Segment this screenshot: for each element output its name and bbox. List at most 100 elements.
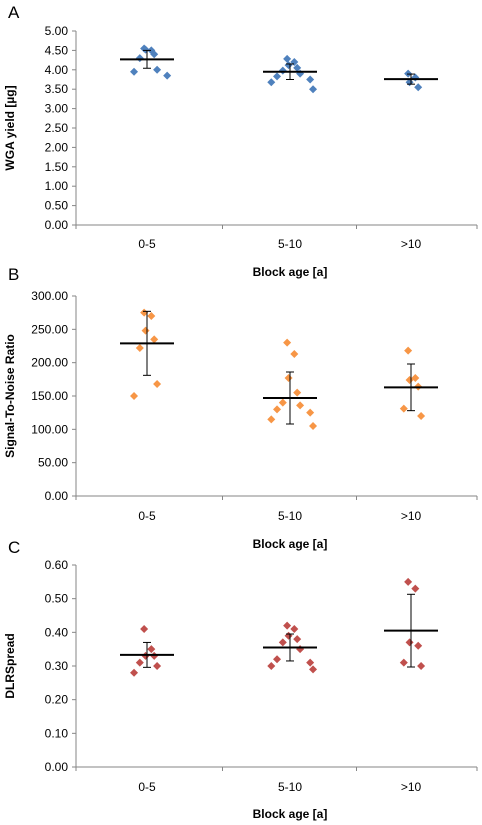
panel-letter: A xyxy=(8,3,20,22)
data-point xyxy=(405,376,414,384)
data-point xyxy=(278,398,287,407)
data-point xyxy=(284,374,293,382)
data-point xyxy=(273,72,282,81)
y-axis-title: WGA yield [µg] xyxy=(3,85,17,170)
y-tick-label: 1.00 xyxy=(45,179,69,193)
panel-letter: C xyxy=(8,538,20,557)
data-point xyxy=(267,415,276,424)
x-axis-title: Block age [a] xyxy=(253,537,328,551)
data-point xyxy=(147,645,156,654)
data-point xyxy=(306,408,315,417)
data-point xyxy=(140,308,149,317)
data-point xyxy=(278,66,287,75)
y-tick-label: 0.50 xyxy=(45,592,69,606)
data-point xyxy=(296,645,305,654)
data-point xyxy=(417,412,426,420)
data-point xyxy=(141,651,150,660)
y-tick-label: 3.00 xyxy=(45,102,69,116)
data-point xyxy=(135,658,144,667)
data-point xyxy=(283,621,292,630)
y-axis-title: Signal-To-Noise Ratio xyxy=(3,334,17,458)
data-point xyxy=(147,312,156,320)
data-point xyxy=(150,50,159,59)
data-point xyxy=(141,326,150,335)
y-tick-label: 0.20 xyxy=(45,693,69,707)
data-point xyxy=(283,54,292,63)
data-point xyxy=(399,658,408,667)
data-point xyxy=(405,638,414,647)
data-point xyxy=(141,45,150,54)
y-tick-label: 2.00 xyxy=(45,140,69,154)
data-point xyxy=(414,641,423,650)
y-tick-label: 4.50 xyxy=(45,43,69,57)
data-point xyxy=(135,54,144,63)
data-point xyxy=(309,85,318,94)
data-point xyxy=(153,380,162,388)
y-tick-label: 0.50 xyxy=(45,199,69,213)
data-point xyxy=(411,584,420,593)
data-point xyxy=(404,577,413,586)
y-tick-label: 0.00 xyxy=(45,489,69,503)
x-tick-label: 0-5 xyxy=(138,509,156,523)
data-point xyxy=(284,61,293,70)
data-point xyxy=(296,401,305,410)
data-point xyxy=(153,662,162,670)
data-point xyxy=(306,75,315,84)
data-point xyxy=(267,78,276,87)
data-point xyxy=(150,335,159,344)
data-point xyxy=(293,63,302,72)
data-point xyxy=(284,631,293,640)
x-tick-label: >10 xyxy=(401,237,422,251)
x-tick-label: 5-10 xyxy=(278,237,302,251)
y-tick-label: 0.10 xyxy=(45,726,69,740)
data-point xyxy=(130,67,139,76)
y-tick-label: 3.50 xyxy=(45,82,69,96)
y-tick-label: 50.00 xyxy=(38,456,68,470)
data-point xyxy=(283,338,292,347)
y-tick-label: 100.00 xyxy=(31,422,68,436)
data-point xyxy=(135,344,144,352)
data-point xyxy=(414,83,423,92)
data-point xyxy=(293,388,302,397)
data-point xyxy=(130,668,139,677)
y-tick-label: 250.00 xyxy=(31,322,68,336)
data-point xyxy=(278,638,287,647)
data-point xyxy=(411,73,420,82)
data-point xyxy=(130,392,139,400)
y-tick-label: 0.60 xyxy=(45,558,69,572)
chart-panel-a: A 0.00 0.50 1.00 1.50 2.00 2.50 3.00 3.50 4.00 4.5… xyxy=(3,3,478,279)
y-tick-label: 4.00 xyxy=(45,63,69,77)
data-point xyxy=(153,65,162,74)
y-tick-label: 0.00 xyxy=(45,760,69,774)
chart-panel-b: B 0.00 50.00 100.00 150.00 200.00 250.00 300.00… xyxy=(3,265,478,551)
x-tick-label: 0-5 xyxy=(138,780,156,794)
x-tick-label: >10 xyxy=(401,509,422,523)
data-point xyxy=(399,404,408,413)
y-tick-label: 150.00 xyxy=(31,389,68,403)
data-point xyxy=(417,662,426,670)
data-point xyxy=(273,655,282,664)
x-axis-title: Block age [a] xyxy=(253,807,328,821)
panel-letter: B xyxy=(8,265,19,284)
data-point xyxy=(306,658,315,667)
data-point xyxy=(150,651,159,660)
data-point xyxy=(140,624,149,633)
data-point xyxy=(163,71,172,80)
data-point xyxy=(309,665,318,674)
x-tick-label: 0-5 xyxy=(138,237,156,251)
data-point xyxy=(290,350,299,358)
y-tick-label: 0.40 xyxy=(45,625,69,639)
data-point xyxy=(267,662,276,670)
y-tick-label: 1.50 xyxy=(45,160,69,174)
x-axis-title: Block age [a] xyxy=(253,265,328,279)
data-point xyxy=(293,635,302,644)
data-point xyxy=(273,405,282,414)
data-point xyxy=(290,624,299,633)
x-tick-label: 5-10 xyxy=(278,780,302,794)
y-tick-label: 300.00 xyxy=(31,289,68,303)
y-tick-label: 0.00 xyxy=(45,218,69,232)
y-tick-label: 0.30 xyxy=(45,659,69,673)
y-axis-title: DLRSpread xyxy=(3,633,17,698)
y-tick-label: 200.00 xyxy=(31,356,68,370)
